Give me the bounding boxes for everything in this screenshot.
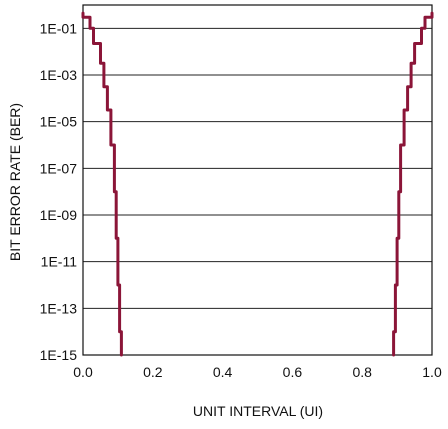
axis-ticks: 1E-15 1E-13 1E-11 1E-09 1E-07 1E-05 1E-03 1E-01… — [40, 20, 442, 380]
series-lines — [83, 13, 432, 355]
ber-curve-left — [83, 13, 121, 355]
x-tick-label: 0.2 — [143, 364, 163, 380]
x-tick-label: 0.6 — [283, 364, 303, 380]
plot-frame — [83, 5, 432, 355]
x-tick-label: 0.8 — [352, 364, 372, 380]
y-tick-label: 1E-05 — [40, 114, 78, 130]
y-tick-label: 1E-15 — [40, 347, 78, 363]
x-tick-label: 0.0 — [73, 364, 93, 380]
x-axis-title: UNIT INTERVAL (UI) — [193, 403, 323, 419]
grid-lines — [83, 28, 432, 308]
x-tick-label: 1.0 — [422, 364, 442, 380]
y-tick-label: 1E-03 — [40, 67, 78, 83]
x-tick-label: 0.4 — [213, 364, 233, 380]
y-tick-label: 1E-11 — [41, 254, 78, 270]
y-tick-label: 1E-01 — [40, 20, 78, 36]
y-tick-label: 1E-09 — [40, 207, 78, 223]
y-axis-title: BIT ERROR RATE (BER) — [7, 103, 23, 261]
y-tick-label: 1E-07 — [40, 160, 78, 176]
ber-curve-right — [394, 13, 432, 355]
y-tick-label: 1E-13 — [40, 300, 78, 316]
